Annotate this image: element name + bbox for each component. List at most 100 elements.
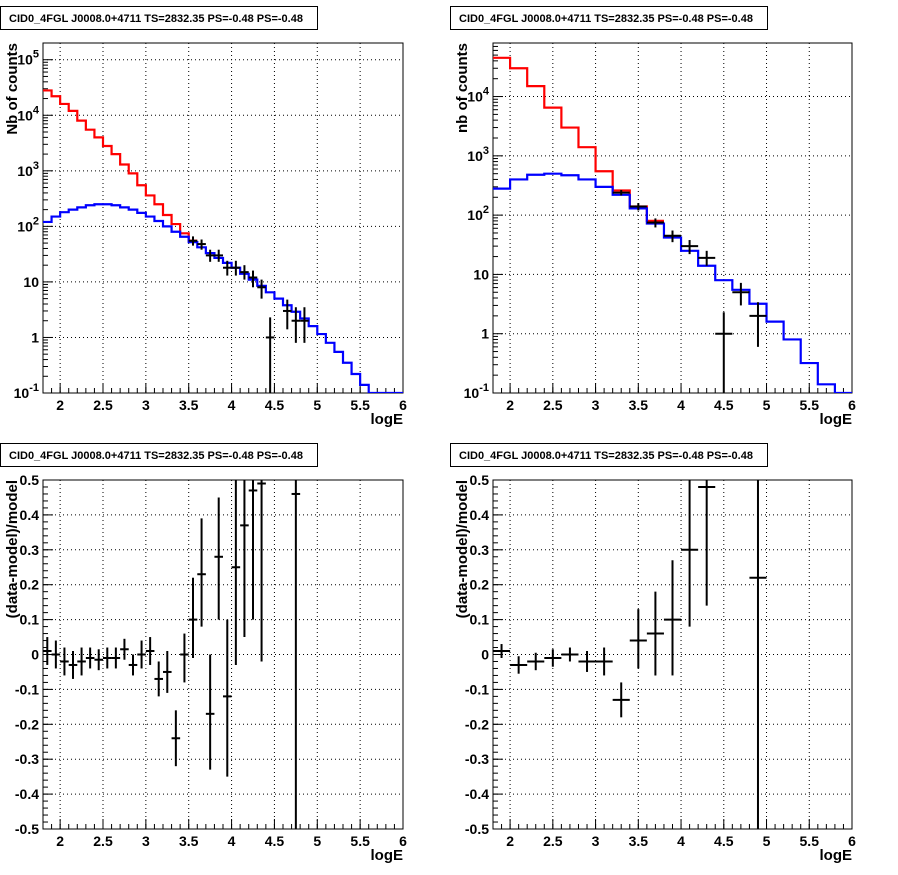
x-tick-label: 6: [848, 833, 856, 849]
y-tick-label: -0.5: [15, 821, 39, 837]
data-point: [163, 651, 172, 693]
y-tick-label: 102: [17, 215, 39, 234]
x-tick-label: 5: [763, 397, 771, 413]
y-tick-label: -0.1: [465, 681, 489, 697]
y-tick-label: 1: [481, 326, 489, 342]
panel-title-4: CID0_4FGL J0008.0+4711 TS=2832.35 PS=-0.…: [450, 443, 768, 467]
y-tick-label: 0.3: [20, 542, 40, 558]
data-point: [205, 249, 215, 262]
y-tick-label: -0.5: [465, 821, 489, 837]
y-tick-label: 0: [31, 647, 39, 663]
y-tick-label: 10: [23, 274, 39, 290]
data-point: [595, 647, 613, 676]
y-axis-label: nb of counts: [454, 43, 471, 133]
plot-frame: [42, 42, 404, 394]
y-tick-label: 104: [467, 86, 490, 105]
x-tick-label: 5.5: [350, 397, 370, 413]
data-point: [214, 497, 223, 620]
data-point: [698, 250, 716, 266]
data-point: [43, 637, 52, 665]
data-point: [231, 260, 241, 276]
x-tick-label: 4: [228, 397, 236, 413]
data-point: [681, 240, 699, 255]
data-point: [171, 710, 181, 767]
x-tick-label: 4.5: [714, 833, 734, 849]
data-point: [663, 230, 682, 243]
x-tick-label: 3: [142, 397, 150, 413]
x-tick-label: 2.5: [93, 833, 113, 849]
data-layer: [43, 89, 403, 393]
data-point: [612, 190, 630, 196]
x-axis-label: logE: [371, 411, 404, 428]
y-tick-label: 10: [473, 266, 489, 282]
data-point: [291, 307, 301, 343]
x-tick-label: 5.5: [800, 833, 820, 849]
y-axis-label: (data-model)/model: [4, 480, 21, 618]
data-point: [240, 265, 249, 280]
data-point: [103, 647, 112, 669]
chart-panel-1: 2 2.5 3 3.5 4 4.5 5 5.5 6 10-1 1 10 102 103 104 105 logE…: [4, 42, 407, 428]
y-tick-label: 10-1: [464, 382, 489, 401]
x-tick-label: 2.5: [543, 397, 563, 413]
data-point: [629, 203, 647, 211]
x-tick-label: 2.5: [93, 397, 113, 413]
data-point: [681, 480, 699, 627]
x-axis-label: logE: [820, 411, 853, 428]
data-point: [111, 647, 121, 669]
chart-panel-3: 2 2.5 3 3.5 4 4.5 5 5.5 6 -0.5 -0.4 -0.3 -0.2 -0.1 0 0.…: [4, 472, 407, 864]
data-point: [205, 654, 215, 770]
data-point: [715, 312, 733, 393]
data-point: [544, 649, 562, 667]
data-point: [283, 299, 292, 330]
data-point: [300, 307, 309, 343]
data-point: [223, 260, 232, 276]
data-point: [51, 640, 61, 669]
y-tick-label: 0.3: [470, 542, 490, 558]
data-point: [629, 609, 647, 669]
x-tick-label: 3: [592, 397, 600, 413]
y-tick-label: 10-1: [14, 382, 39, 401]
data-point: [68, 651, 78, 679]
y-tick-label: 0.2: [470, 577, 490, 593]
data-point: [248, 480, 258, 620]
panel-title-1: CID0_4FGL J0008.0+4711 TS=2832.35 PS=-0.…: [0, 6, 318, 30]
y-tick-label: 0.4: [20, 507, 40, 523]
y-tick-label: 0.1: [20, 612, 40, 628]
x-tick-label: 3.5: [629, 833, 649, 849]
y-tick-label: -0.4: [465, 786, 489, 802]
y-tick-label: 0.4: [470, 507, 490, 523]
data-point: [663, 560, 682, 676]
x-tick-label: 5: [313, 833, 321, 849]
data-point: [698, 480, 716, 606]
x-tick-label: 5: [763, 833, 771, 849]
y-tick-label: 102: [467, 204, 489, 223]
data-point: [248, 270, 258, 288]
y-tick-label: -0.3: [15, 751, 39, 767]
data-point: [94, 649, 103, 671]
x-tick-label: 2: [506, 397, 514, 413]
x-tick-label: 6: [399, 833, 407, 849]
data-point: [527, 652, 545, 671]
data-point: [510, 656, 528, 674]
y-tick-label: -0.4: [15, 786, 39, 802]
data-point: [85, 647, 95, 669]
y-tick-label: 0.5: [20, 472, 40, 488]
x-tick-label: 3.5: [179, 833, 199, 849]
x-tick-label: 6: [848, 397, 856, 413]
data-layer: [493, 56, 852, 393]
x-tick-label: 3.5: [179, 397, 199, 413]
x-tick-label: 5.5: [350, 833, 370, 849]
x-tick-label: 2.5: [543, 833, 563, 849]
data-point: [749, 302, 767, 347]
data-point: [154, 661, 163, 697]
data-point: [265, 317, 275, 393]
y-tick-label: 103: [17, 160, 39, 179]
panel-title-2: CID0_4FGL J0008.0+4711 TS=2832.35 PS=-0.…: [450, 6, 768, 30]
y-tick-label: 1: [31, 329, 39, 345]
x-tick-label: 4.5: [265, 397, 285, 413]
y-tick-label: 0.2: [20, 577, 40, 593]
y-tick-label: -0.2: [15, 716, 39, 732]
data-point: [137, 640, 146, 669]
chart-panel-2: 2 2.5 3 3.5 4 4.5 5 5.5 6 10-1 1 10 102 103 104 logE nb …: [454, 42, 856, 428]
